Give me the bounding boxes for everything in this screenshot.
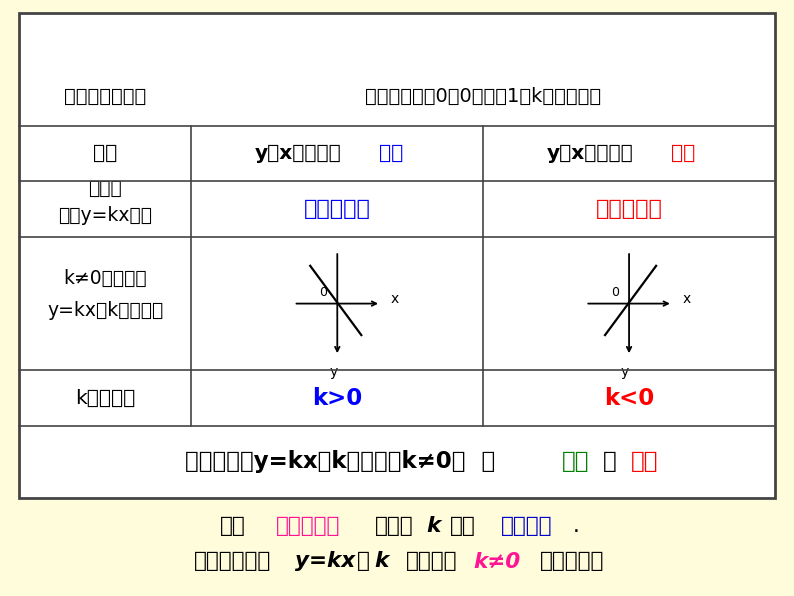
Text: 叫做: 叫做 xyxy=(449,516,476,536)
Text: 二、四象限: 二、四象限 xyxy=(596,199,662,219)
Text: k≠0: k≠0 xyxy=(473,551,520,572)
Text: 0: 0 xyxy=(611,286,619,299)
Text: ，其中: ，其中 xyxy=(376,516,414,536)
Text: 图像必经过（0，0）和（1，k）这两个点: 图像必经过（0，0）和（1，k）这两个点 xyxy=(365,86,601,105)
Bar xyxy=(19,13,775,498)
Text: 一、三象限: 一、三象限 xyxy=(304,199,371,219)
Text: 性质: 性质 xyxy=(630,451,658,473)
Text: x: x xyxy=(391,292,399,306)
Text: k的正负性: k的正负性 xyxy=(75,389,135,408)
Text: 减小: 减小 xyxy=(671,144,696,163)
Text: 叫做: 叫做 xyxy=(220,516,246,536)
Text: k: k xyxy=(374,551,388,572)
Text: 和: 和 xyxy=(603,451,617,473)
Text: 正比例函数y=kx（k是常数，k≠0）  的: 正比例函数y=kx（k是常数，k≠0） 的 xyxy=(184,451,495,473)
Text: 的象限: 的象限 xyxy=(88,179,122,198)
Text: y随x的增大而: y随x的增大而 xyxy=(255,144,342,163)
Text: 0: 0 xyxy=(319,286,327,299)
Text: 正比例函数: 正比例函数 xyxy=(276,516,341,536)
Text: y=kx: y=kx xyxy=(295,551,355,572)
Text: （: （ xyxy=(357,551,370,572)
Text: ）的函数，: ）的函数， xyxy=(540,551,605,572)
Text: 是常数，: 是常数， xyxy=(406,551,457,572)
Text: y: y xyxy=(621,365,629,379)
Text: y: y xyxy=(330,365,337,379)
Text: 比例系数: 比例系数 xyxy=(501,516,553,536)
Text: y=kx（k是常数，: y=kx（k是常数， xyxy=(47,301,164,320)
Text: 图像: 图像 xyxy=(562,451,589,473)
Text: x: x xyxy=(682,292,691,306)
Text: k: k xyxy=(426,516,441,536)
Text: 一般地，形如: 一般地，形如 xyxy=(194,551,271,572)
Text: y随x的增大而: y随x的增大而 xyxy=(547,144,634,163)
Text: 直线y=kx经过: 直线y=kx经过 xyxy=(58,206,152,225)
Bar xyxy=(19,13,775,498)
Text: k≠0）的图像: k≠0）的图像 xyxy=(64,269,147,288)
Text: .: . xyxy=(572,516,580,536)
Text: 增大: 增大 xyxy=(380,144,403,163)
Text: k>0: k>0 xyxy=(312,387,362,409)
Text: 图像必经过的点: 图像必经过的点 xyxy=(64,86,146,105)
Text: k<0: k<0 xyxy=(604,387,654,409)
Text: 性质: 性质 xyxy=(93,144,118,163)
